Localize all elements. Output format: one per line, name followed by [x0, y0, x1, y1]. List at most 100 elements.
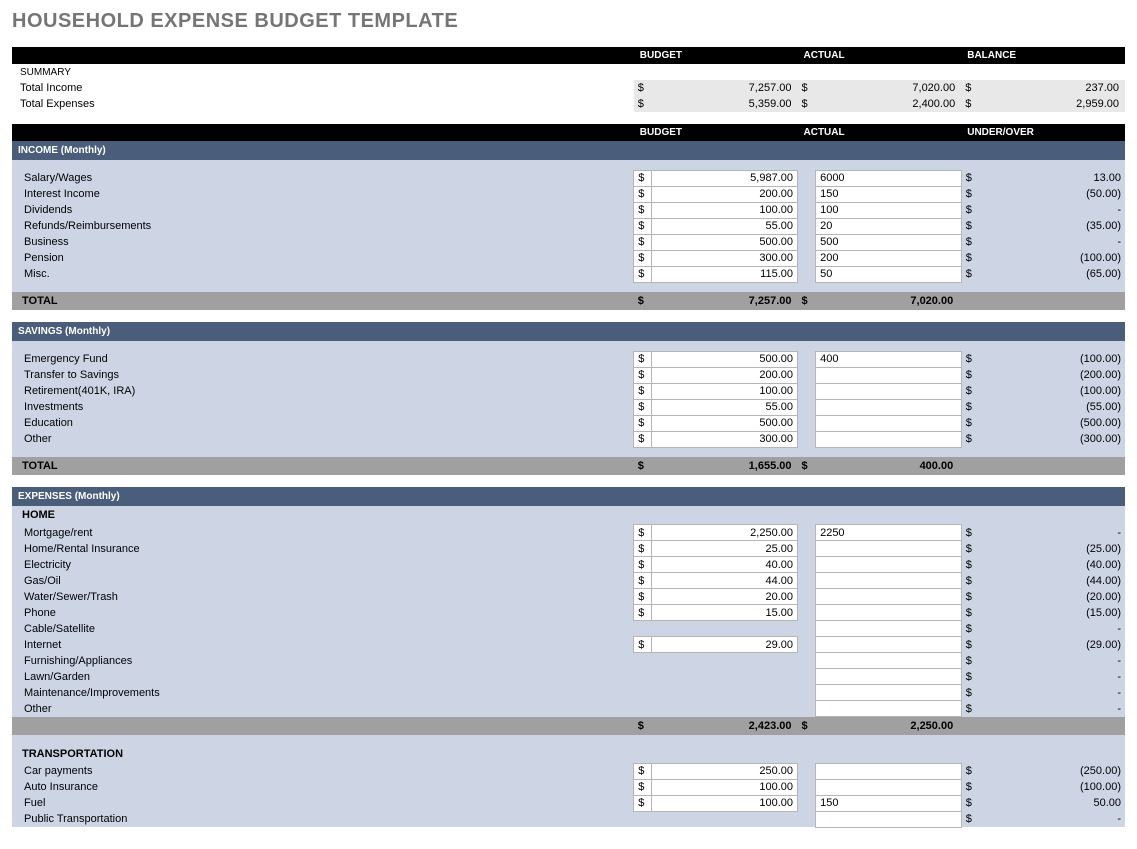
cell-actual[interactable]	[816, 811, 962, 827]
cell-actual[interactable]	[816, 541, 962, 557]
line-item-label: Furnishing/Appliances	[12, 653, 634, 669]
cell-under: -	[979, 669, 1125, 685]
cell-actual[interactable]: 50	[816, 266, 962, 282]
col-hdr-budget: BUDGET	[634, 124, 798, 141]
cell-actual[interactable]	[816, 685, 962, 701]
cell-budget[interactable]: 55.00	[652, 218, 798, 234]
cell-budget[interactable]	[652, 811, 798, 827]
line-item-label: Phone	[12, 605, 634, 621]
summary-hdr-balance: BALANCE	[961, 47, 1125, 64]
cell-actual[interactable]: 7,020.00	[816, 80, 962, 96]
cell-budget[interactable]	[652, 685, 798, 701]
cell-budget[interactable]	[652, 653, 798, 669]
section-total-budget: 7,257.00	[652, 292, 798, 310]
cell-actual[interactable]	[816, 399, 962, 415]
cell-budget[interactable]: 300.00	[652, 431, 798, 447]
cell-actual[interactable]: 2250	[816, 525, 962, 541]
cell-actual[interactable]: 20	[816, 218, 962, 234]
cell-actual[interactable]	[816, 383, 962, 399]
subsection-total-actual: 2,250.00	[816, 717, 962, 735]
cell-budget[interactable]: 250.00	[652, 763, 798, 779]
section-header: INCOME (Monthly)	[12, 141, 1125, 160]
cell-budget[interactable]: 200.00	[652, 367, 798, 383]
cell-actual[interactable]	[816, 621, 962, 637]
line-item-label: Refunds/Reimbursements	[12, 218, 634, 234]
cell-budget[interactable]: 44.00	[652, 573, 798, 589]
line-item-label: Mortgage/rent	[12, 525, 634, 541]
cell-under: (65.00)	[979, 266, 1125, 282]
cell-budget[interactable]: 500.00	[652, 351, 798, 367]
cell-actual[interactable]	[816, 779, 962, 795]
cell-budget[interactable]: 29.00	[652, 637, 798, 653]
cell-actual[interactable]: 400	[816, 351, 962, 367]
section-header: EXPENSES (Monthly)	[12, 487, 1125, 506]
cell-actual[interactable]: 6000	[816, 170, 962, 186]
cell-under: (100.00)	[979, 383, 1125, 399]
cell-actual[interactable]: 2,400.00	[816, 96, 962, 112]
line-item-label: Other	[12, 701, 634, 717]
cell-budget[interactable]: 100.00	[652, 383, 798, 399]
cell-actual[interactable]	[816, 653, 962, 669]
cell-actual[interactable]	[816, 573, 962, 589]
cell-budget[interactable]: 100.00	[652, 202, 798, 218]
line-item-label: Salary/Wages	[12, 170, 634, 186]
cell-budget[interactable]: 25.00	[652, 541, 798, 557]
subsection-header: TRANSPORTATION	[12, 745, 1125, 764]
line-item-label: Auto Insurance	[12, 779, 634, 795]
cell-budget[interactable]: 5,359.00	[652, 96, 798, 112]
subsection-header: HOME	[12, 506, 1125, 525]
line-item-label: Interest Income	[12, 186, 634, 202]
cell-actual[interactable]	[816, 637, 962, 653]
col-hdr-under: UNDER/OVER	[961, 124, 1125, 141]
section-total-label: TOTAL	[12, 292, 634, 310]
line-item-label: Car payments	[12, 763, 634, 779]
cell-budget[interactable]: 7,257.00	[652, 80, 798, 96]
cell-actual[interactable]	[816, 701, 962, 717]
col-hdr-actual: ACTUAL	[798, 124, 962, 141]
cell-under: (40.00)	[979, 557, 1125, 573]
budget-table: BUDGETACTUALBALANCESUMMARYTotal Income$7…	[12, 47, 1125, 828]
cell-budget[interactable]: 115.00	[652, 266, 798, 282]
cell-budget[interactable]: 100.00	[652, 779, 798, 795]
cell-actual[interactable]	[816, 669, 962, 685]
cell-budget[interactable]: 40.00	[652, 557, 798, 573]
cell-actual[interactable]	[816, 557, 962, 573]
cell-budget[interactable]: 55.00	[652, 399, 798, 415]
cell-budget[interactable]: 200.00	[652, 186, 798, 202]
cell-actual[interactable]: 500	[816, 234, 962, 250]
cell-actual[interactable]: 100	[816, 202, 962, 218]
cell-budget[interactable]: 2,250.00	[652, 525, 798, 541]
cell-budget[interactable]: 500.00	[652, 415, 798, 431]
cell-actual[interactable]: 150	[816, 795, 962, 811]
cell-budget[interactable]	[652, 669, 798, 685]
cell-budget[interactable]: 300.00	[652, 250, 798, 266]
line-item-label: Transfer to Savings	[12, 367, 634, 383]
cell-actual[interactable]	[816, 589, 962, 605]
cell-under: (25.00)	[979, 541, 1125, 557]
cell-budget[interactable]: 5,987.00	[652, 170, 798, 186]
cell-actual[interactable]	[816, 605, 962, 621]
cell-under: (200.00)	[979, 367, 1125, 383]
cell-actual[interactable]	[816, 415, 962, 431]
cell-budget[interactable]	[652, 621, 798, 637]
line-item-label: Water/Sewer/Trash	[12, 589, 634, 605]
cell-budget[interactable]: 500.00	[652, 234, 798, 250]
line-item-label: Retirement(401K, IRA)	[12, 383, 634, 399]
cell-actual[interactable]	[816, 431, 962, 447]
line-item-label: Fuel	[12, 795, 634, 811]
cell-actual[interactable]	[816, 763, 962, 779]
cell-under: (300.00)	[979, 431, 1125, 447]
cell-actual[interactable]: 200	[816, 250, 962, 266]
cell-budget[interactable]: 15.00	[652, 605, 798, 621]
cell-actual[interactable]: 150	[816, 186, 962, 202]
line-item-label: Dividends	[12, 202, 634, 218]
line-item-label: Electricity	[12, 557, 634, 573]
cell-budget[interactable]: 20.00	[652, 589, 798, 605]
cell-budget[interactable]: 100.00	[652, 795, 798, 811]
line-item-label: Other	[12, 431, 634, 447]
cell-under: (44.00)	[979, 573, 1125, 589]
subsection-total-budget: 2,423.00	[652, 717, 798, 735]
cell-balance: 237.00	[979, 80, 1125, 96]
cell-actual[interactable]	[816, 367, 962, 383]
cell-budget[interactable]	[652, 701, 798, 717]
